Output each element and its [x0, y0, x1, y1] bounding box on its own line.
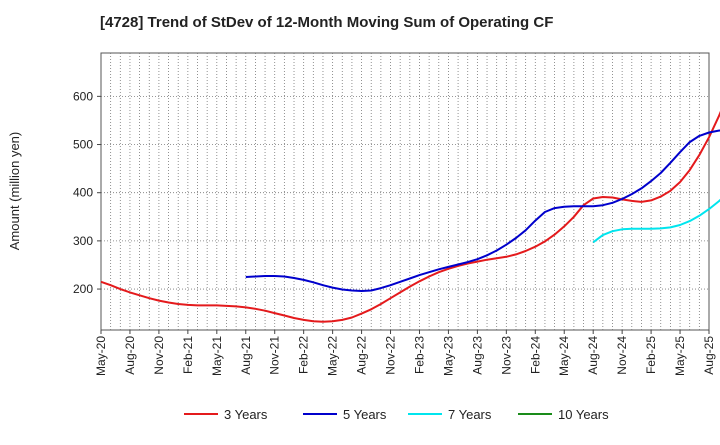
grid-lines: [101, 53, 709, 330]
x-tick-label: Feb-21: [181, 336, 195, 374]
x-tick-label: Aug-21: [239, 336, 253, 375]
x-tick-label: Aug-23: [470, 336, 484, 375]
chart-title: [4728] Trend of StDev of 12-Month Moving…: [100, 14, 553, 31]
legend-label: 3 Years: [224, 407, 268, 422]
series-line-5-years: [245, 129, 720, 292]
y-tick-label: 300: [73, 234, 93, 248]
series-lines: [100, 110, 720, 323]
x-tick-label: Nov-24: [615, 336, 629, 375]
x-tick-label: Nov-21: [268, 336, 282, 375]
x-tick-label: May-25: [673, 336, 687, 376]
y-axis-ticks: 200 300 400 500 600: [73, 89, 101, 296]
x-tick-label: Feb-24: [528, 336, 542, 374]
x-tick-label: May-20: [94, 336, 108, 376]
legend-label: 10 Years: [558, 407, 609, 422]
legend-label: 7 Years: [448, 407, 492, 422]
x-tick-label: Nov-20: [152, 336, 166, 375]
x-tick-label: Aug-24: [586, 336, 600, 375]
x-tick-label: May-24: [557, 336, 571, 376]
x-tick-label: May-22: [326, 336, 340, 376]
legend: 3 Years 5 Years 7 Years 10 Years: [184, 407, 609, 422]
series-line-3-years: [100, 110, 720, 323]
x-tick-label: Feb-25: [644, 336, 658, 374]
legend-label: 5 Years: [343, 407, 387, 422]
y-tick-label: 200: [73, 282, 93, 296]
plot-area: [100, 52, 710, 331]
x-axis-ticks: May-20 Aug-20 Nov-20 Feb-21 May-21 Aug-21 Nov-…: [94, 330, 716, 376]
x-tick-label: Aug-25: [702, 336, 716, 375]
y-tick-label: 400: [73, 186, 93, 200]
x-tick-label: Aug-22: [355, 336, 369, 375]
y-tick-label: 500: [73, 138, 93, 152]
x-tick-label: May-21: [210, 336, 224, 376]
x-tick-label: Feb-23: [412, 336, 426, 374]
x-tick-label: Aug-20: [123, 336, 137, 375]
y-tick-label: 600: [73, 89, 93, 103]
x-tick-label: May-23: [441, 336, 455, 376]
x-tick-label: Nov-23: [499, 336, 513, 375]
y-axis-title: Amount (million yen): [7, 132, 22, 251]
x-tick-label: Feb-22: [297, 336, 311, 374]
x-tick-label: Nov-22: [384, 336, 398, 375]
series-line-7-years: [592, 198, 720, 244]
